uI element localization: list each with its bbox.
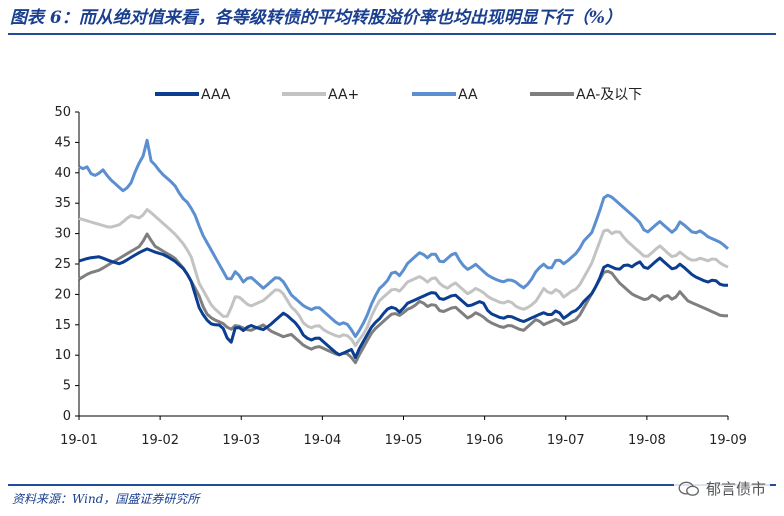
x-tick-label: 19-04 xyxy=(303,433,341,448)
x-tick-label: 19-03 xyxy=(222,433,260,448)
x-tick-label: 19-08 xyxy=(628,433,666,448)
legend-label: AA-及以下 xyxy=(576,87,642,103)
y-tick-label: 50 xyxy=(54,105,71,120)
legend-label: AAA xyxy=(201,87,231,103)
y-tick-label: 45 xyxy=(54,135,71,150)
y-tick-label: 35 xyxy=(54,196,71,211)
y-tick-label: 40 xyxy=(54,166,71,181)
wechat-icon xyxy=(678,481,699,496)
chart-legend: AAA AA+ AA AA-及以下 xyxy=(155,87,642,103)
x-tick-label: 19-09 xyxy=(709,433,747,448)
watermark-text: 郁言债市 xyxy=(705,480,766,498)
series-line-AA+ xyxy=(78,208,729,348)
legend-label: AA xyxy=(458,87,478,103)
y-tick-label: 20 xyxy=(54,287,71,302)
series-line-AA xyxy=(78,138,730,338)
chart-series xyxy=(78,138,730,365)
x-tick-label: 19-07 xyxy=(547,433,585,448)
legend-label: AA+ xyxy=(328,87,359,103)
source-note: 资料来源：Wind，国盛证券研究所 xyxy=(12,492,200,506)
chart-axes: 0 5 10 15 20 25 30 35 40 45 50 19-01 19-02 19-03 19-04… xyxy=(54,105,746,448)
x-tick-label: 19-02 xyxy=(141,433,179,448)
series-line-AA-及以下 xyxy=(78,232,728,365)
x-tick-label: 19-05 xyxy=(385,433,423,448)
series-line-AAA xyxy=(78,247,728,360)
x-tick-label: 19-01 xyxy=(60,433,98,448)
y-tick-label: 5 xyxy=(63,379,71,394)
y-tick-label: 10 xyxy=(54,348,71,363)
footer-rule xyxy=(8,484,776,486)
x-tick-label: 19-06 xyxy=(466,433,504,448)
y-tick-label: 15 xyxy=(54,318,71,333)
title-rule xyxy=(8,33,776,35)
figure-title: 图表 6：而从绝对值来看，各等级转债的平均转股溢价率也均出现明显下行（%） xyxy=(10,8,622,28)
watermark: 郁言债市 xyxy=(673,476,770,501)
y-tick-label: 25 xyxy=(54,257,71,272)
line-chart: AAA AA+ AA AA-及以下 0 5 10 15 20 25 30 35 40 45 50 19-01… xyxy=(54,87,746,448)
y-tick-label: 30 xyxy=(54,227,71,242)
y-tick-label: 0 xyxy=(63,409,71,424)
